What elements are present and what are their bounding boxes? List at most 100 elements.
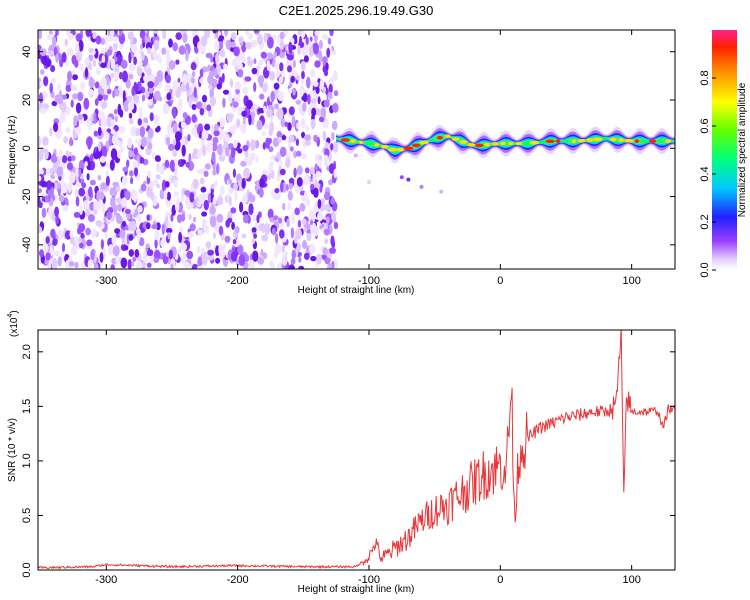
noise-dot xyxy=(107,88,112,95)
noise-dot xyxy=(38,136,41,148)
noise-dot xyxy=(272,34,277,41)
noise-dot xyxy=(287,190,293,201)
noise-dot xyxy=(199,107,205,116)
noise-dot xyxy=(185,161,190,168)
noise-dot xyxy=(93,112,97,125)
noise-dot xyxy=(263,123,269,130)
noise-dot xyxy=(51,100,58,107)
noise-dot xyxy=(193,148,198,157)
y-tick-label: 0 xyxy=(21,145,33,151)
noise-dot xyxy=(55,30,59,36)
noise-dot xyxy=(294,207,301,216)
noise-dot xyxy=(233,139,238,149)
noise-dot xyxy=(137,231,141,243)
noise-dot xyxy=(310,183,315,191)
noise-dot xyxy=(315,108,322,116)
noise-dot xyxy=(109,159,115,171)
noise-dot xyxy=(207,74,214,85)
noise-dot xyxy=(168,60,176,70)
noise-dot xyxy=(325,62,329,71)
noise-dot xyxy=(328,91,333,100)
noise-dot xyxy=(249,152,256,161)
noise-dot xyxy=(148,254,155,263)
noise-dot xyxy=(331,131,335,141)
noise-dot xyxy=(280,39,284,51)
noise-dot xyxy=(212,168,217,176)
noise-dot xyxy=(211,142,218,152)
noise-dot xyxy=(302,102,307,112)
noise-dot xyxy=(256,33,263,45)
noise-dot xyxy=(69,230,74,239)
noise-dot xyxy=(126,159,130,168)
noise-dot xyxy=(62,204,69,212)
noise-dot xyxy=(293,167,297,178)
ridge-hotspot xyxy=(396,147,405,152)
noise-dot xyxy=(303,55,309,63)
noise-dot xyxy=(268,128,273,137)
x-tick-label: -300 xyxy=(95,574,117,586)
noise-dot xyxy=(124,208,131,214)
noise-dot xyxy=(173,191,180,197)
noise-dot xyxy=(269,160,274,168)
noise-dot xyxy=(282,260,287,266)
noise-dot xyxy=(219,49,226,58)
noise-dot xyxy=(288,41,293,54)
noise-dot xyxy=(277,90,285,102)
noise-dot xyxy=(147,170,151,179)
noise-dot xyxy=(279,168,286,176)
noise-dot xyxy=(191,30,197,37)
noise-dot xyxy=(309,243,316,255)
noise-dot xyxy=(61,242,66,253)
noise-dot xyxy=(101,54,106,64)
noise-dot xyxy=(74,188,79,199)
noise-dot xyxy=(300,117,306,129)
noise-dot xyxy=(134,249,140,258)
noise-dot xyxy=(257,59,262,70)
noise-dot xyxy=(153,114,160,125)
ridge-hotspot xyxy=(586,138,594,142)
noise-dot xyxy=(121,70,128,83)
noise-dot xyxy=(110,58,116,70)
noise-dot xyxy=(49,82,53,94)
noise-dot xyxy=(146,249,154,257)
noise-dot xyxy=(181,159,187,165)
noise-dot xyxy=(165,227,173,234)
noise-dot xyxy=(330,197,335,205)
noise-dot xyxy=(182,32,188,44)
bottom-x-ticks: -300 -200 -100 0 100 xyxy=(95,330,641,586)
noise-dot xyxy=(147,262,152,268)
noise-dot xyxy=(234,93,238,100)
noise-dot xyxy=(77,113,83,121)
noise-dot xyxy=(47,50,55,56)
noise-dot xyxy=(312,172,316,184)
noise-dot xyxy=(253,30,259,34)
noise-dot xyxy=(135,260,143,269)
noise-dot xyxy=(279,31,285,40)
noise-dot xyxy=(330,143,334,151)
noise-dot xyxy=(308,46,314,57)
ridge-hotspot xyxy=(500,141,506,146)
noise-dot xyxy=(115,255,120,266)
noise-dot xyxy=(135,128,141,137)
colorbar-tick-label: 0.2 xyxy=(699,214,711,229)
noise-dot xyxy=(323,69,329,77)
ridge-hotspot xyxy=(374,143,379,147)
noise-dot xyxy=(39,48,47,57)
noise-dot xyxy=(132,160,139,168)
noise-dot xyxy=(254,140,260,149)
noise-dot xyxy=(237,148,243,154)
noise-dot xyxy=(240,122,247,134)
ridge-hotspot xyxy=(592,137,603,142)
scale-factor-close: ) xyxy=(9,310,20,313)
noise-dot xyxy=(118,125,125,135)
noise-dot xyxy=(271,227,276,236)
noise-dot xyxy=(155,222,161,231)
noise-dot xyxy=(40,180,48,188)
noise-dot xyxy=(330,235,335,247)
noise-dot xyxy=(97,94,103,102)
noise-dot xyxy=(278,217,283,224)
noise-dot xyxy=(156,183,160,189)
noise-dot xyxy=(169,159,175,172)
noise-dot xyxy=(50,155,58,163)
noise-dot xyxy=(300,152,307,160)
